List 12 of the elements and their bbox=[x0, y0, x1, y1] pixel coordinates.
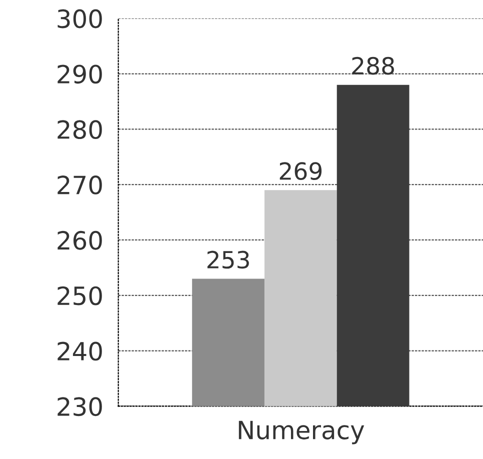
data-label: 269 bbox=[280, 162, 322, 180]
data-label: 288 bbox=[352, 56, 394, 75]
y-tick-label: 270 bbox=[58, 176, 102, 194]
y-tick-label: 240 bbox=[58, 342, 102, 361]
data-label: 253 bbox=[207, 250, 249, 269]
y-tick-label: 280 bbox=[58, 120, 102, 140]
y-tick-label: 300 bbox=[58, 9, 102, 28]
y-tick-label: 230 bbox=[58, 397, 102, 416]
x-tick-label: Numeracy bbox=[238, 420, 364, 444]
y-tick-label: 250 bbox=[58, 286, 102, 306]
y-tick-label: 260 bbox=[58, 230, 102, 250]
y-tick-label: 290 bbox=[58, 64, 102, 84]
